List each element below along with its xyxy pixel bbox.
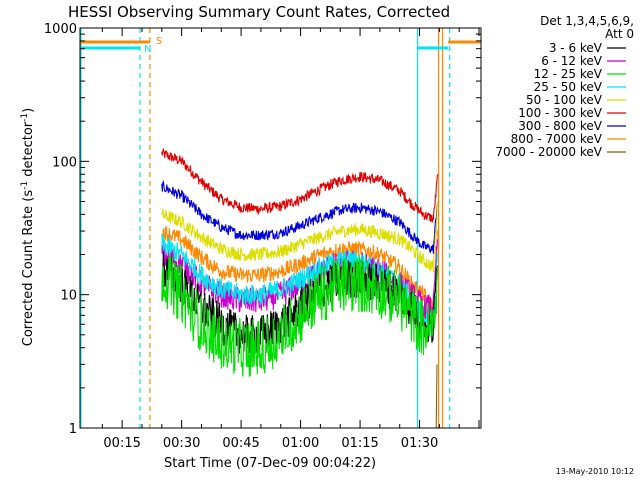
legend-label-5: 50 - 100 keV xyxy=(526,93,603,107)
legend-label-3: 12 - 25 keV xyxy=(534,67,603,81)
legend-label-9: 7000 - 20000 keV xyxy=(495,145,602,159)
y-axis-label: Corrected Count Rate (s-1 detector-1) xyxy=(20,108,36,346)
x-tick-label-6: 01:30 xyxy=(401,436,438,451)
series-line-6 xyxy=(161,148,438,223)
chart-title: HESSI Observing Summary Count Rates, Cor… xyxy=(68,3,450,21)
x-axis-label: Start Time (07-Dec-09 00:04:22) xyxy=(164,456,376,471)
axes: 1 10 100 1000 00:15 00:30 00:45 01:00 01:15 01:30 xyxy=(44,22,482,451)
y-tick-label-4: 1000 xyxy=(44,22,77,37)
legend-label-8: 800 - 7000 keV xyxy=(511,132,603,146)
y-tick-label-1: 1 xyxy=(69,422,77,437)
x-tick-label-5: 01:15 xyxy=(341,436,378,451)
legend-label-1: 3 - 6 keV xyxy=(549,41,603,55)
legend-header-2: Att 0 xyxy=(605,27,634,41)
x-tick-label-3: 00:45 xyxy=(222,436,259,451)
legend-label-2: 6 - 12 keV xyxy=(541,54,603,68)
timestamp: 13-May-2010 10:12 xyxy=(556,467,634,476)
series-line-4 xyxy=(161,234,438,338)
legend-label-7: 300 - 800 keV xyxy=(518,119,602,133)
series-line-7 xyxy=(161,180,438,254)
series-line-9 xyxy=(435,364,438,429)
x-tick-label-1: 00:15 xyxy=(103,436,140,451)
series-line-5 xyxy=(161,201,438,273)
x-tick-label-4: 01:00 xyxy=(282,436,319,451)
n-flag-label: N xyxy=(144,44,151,55)
series-line-8 xyxy=(161,225,438,314)
x-tick-label-2: 00:30 xyxy=(163,436,200,451)
y-tick-label-3: 100 xyxy=(52,155,77,170)
s-flag-label: S xyxy=(156,36,162,47)
plot-area: SN xyxy=(80,28,481,429)
y-tick-label-2: 10 xyxy=(60,289,77,304)
legend-label-4: 25 - 50 keV xyxy=(534,80,603,94)
series-line-3 xyxy=(161,254,438,377)
legend-label-6: 100 - 300 keV xyxy=(518,106,602,120)
legend-header-1: Det 1,3,4,5,6,9, xyxy=(540,14,634,28)
